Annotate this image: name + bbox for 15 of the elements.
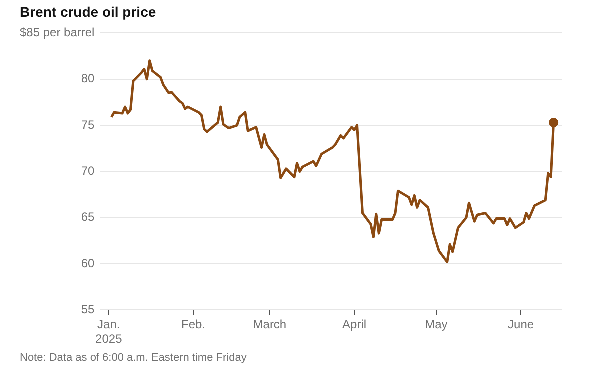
x-tick-label: March <box>253 318 287 332</box>
y-tick-label: 60 <box>81 256 96 270</box>
chart-title: Brent crude oil price <box>20 4 156 20</box>
x-tick-label: June <box>508 318 534 332</box>
x-tick-label: April <box>342 318 367 332</box>
y-tick-label: 65 <box>81 210 96 224</box>
y-tick-label: $85 per barrel <box>20 26 95 40</box>
y-tick-label: 75 <box>81 118 96 132</box>
x-tick-label: Jan. 2025 <box>96 318 123 346</box>
x-tick-label: May <box>425 318 448 332</box>
y-tick-label: 70 <box>81 164 96 178</box>
y-tick-label: 80 <box>81 72 96 86</box>
text: Note: Data as of 6:00 a.m. Eastern time Friday <box>20 352 247 364</box>
x-tick-label: Feb. <box>182 318 206 332</box>
y-tick-label: 55 <box>81 302 96 317</box>
